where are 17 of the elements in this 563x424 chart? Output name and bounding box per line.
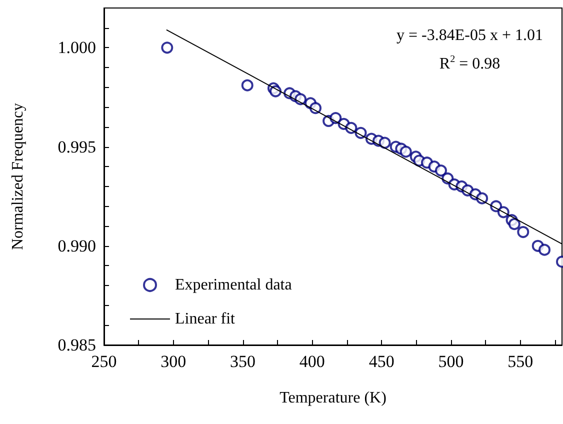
annotation: y = -3.84E-05 x + 1.01 [396, 26, 543, 46]
x-tick-label: 500 [438, 352, 464, 371]
x-tick-label: 400 [299, 352, 325, 371]
x-axis-title: Temperature (K) [280, 390, 386, 406]
x-tick-label: 300 [160, 352, 186, 371]
y-axis-title: Normalized Frequency [10, 102, 26, 250]
y-tick-label: 0.990 [58, 236, 96, 256]
x-tick-label: 450 [368, 352, 394, 371]
y-tick-label: 1.000 [58, 38, 96, 58]
y-tick-label: 0.995 [58, 137, 96, 156]
x-tick-label: 550 [508, 352, 534, 371]
y-tick-label: 0.985 [58, 336, 96, 354]
x-tick-label: 350 [230, 352, 256, 371]
legend-label: Experimental data [175, 276, 292, 294]
legend-label: Linear fit [175, 310, 236, 328]
annotation: R$^{2}$ = 0.98 [438, 53, 502, 74]
x-tick-label: 250 [91, 352, 117, 371]
